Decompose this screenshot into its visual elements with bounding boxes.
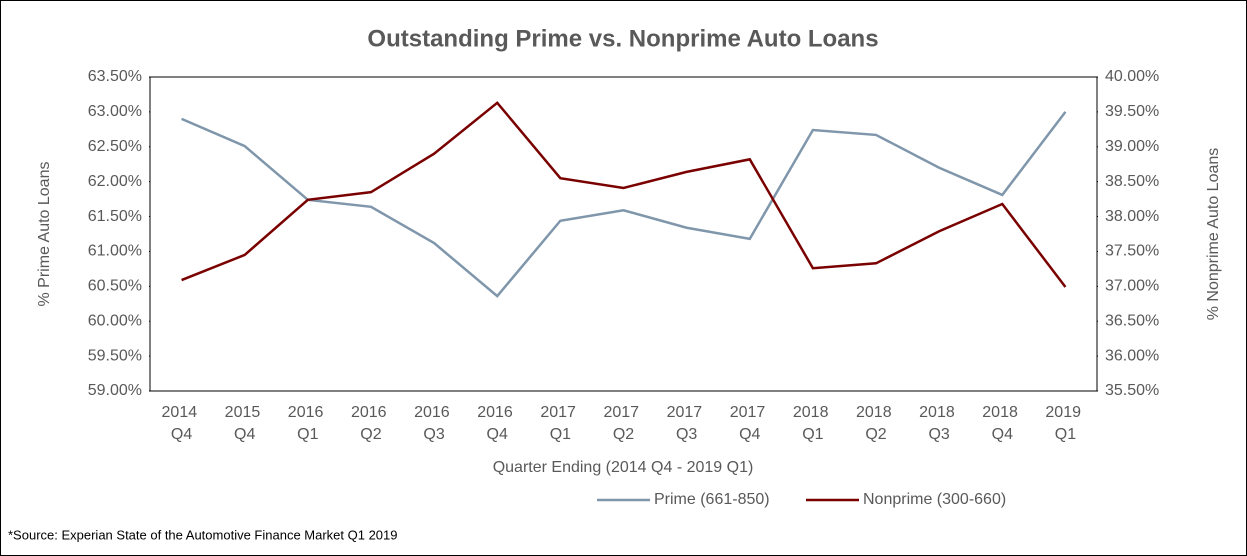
y2-tick-label: 38.50%	[1105, 173, 1159, 190]
y-tick-label: 60.00%	[88, 312, 142, 329]
y-tick-label: 62.50%	[88, 138, 142, 155]
x-tick-label: 2017 Q2	[603, 404, 643, 443]
x-tick-label: 2014 Q4	[162, 404, 202, 443]
x-tick-label: 2018 Q2	[856, 404, 896, 443]
y-tick-label: 59.00%	[88, 382, 142, 399]
x-tick-label: 2016 Q1	[288, 404, 328, 443]
series-line	[181, 111, 1067, 298]
y-tick-label: 61.50%	[88, 208, 142, 225]
x-tick-label: 2017 Q4	[730, 404, 770, 443]
y2-tick-label: 36.50%	[1105, 312, 1159, 329]
y-tick-label: 61.00%	[88, 243, 142, 260]
legend-label: Nonprime (300-660)	[863, 491, 1006, 508]
y-tick-label: 63.50%	[88, 68, 142, 85]
y-tick-label: 62.00%	[88, 173, 142, 190]
y2-tick-label: 39.00%	[1105, 138, 1159, 155]
y2-tick-label: 39.50%	[1105, 103, 1159, 120]
x-tick-label: 2015 Q4	[225, 404, 265, 443]
y2-tick-label: 35.50%	[1105, 382, 1159, 399]
y2-axis-label: % Nonprime Auto Loans	[1205, 148, 1222, 321]
x-tick-label: 2017 Q3	[667, 404, 707, 443]
y-tick-label: 60.50%	[88, 278, 142, 295]
x-tick-label: 2018 Q3	[919, 404, 959, 443]
y2-tick-label: 37.50%	[1105, 243, 1159, 260]
x-tick-label: 2016 Q3	[414, 404, 454, 443]
y-axis-label: % Prime Auto Loans	[36, 162, 53, 307]
x-axis-label: Quarter Ending (2014 Q4 - 2019 Q1)	[493, 459, 754, 476]
plot-area	[149, 76, 1098, 392]
x-tick-label: 2017 Q1	[540, 404, 580, 443]
x-tick-label: 2018 Q4	[982, 404, 1022, 443]
y2-tick-label: 36.00%	[1105, 347, 1159, 364]
x-tick-label: 2016 Q2	[351, 404, 391, 443]
source-note: *Source: Experian State of the Automotiv…	[8, 527, 398, 542]
y-tick-label: 59.50%	[88, 347, 142, 364]
x-tick-label: 2018 Q1	[793, 404, 833, 443]
y2-tick-label: 38.00%	[1105, 208, 1159, 225]
x-tick-label: 2019 Q1	[1045, 404, 1085, 443]
y-tick-label: 63.00%	[88, 103, 142, 120]
y2-tick-label: 40.00%	[1105, 68, 1159, 85]
series-line	[181, 101, 1067, 288]
chart-title: Outstanding Prime vs. Nonprime Auto Loan…	[367, 25, 878, 52]
y2-tick-label: 37.00%	[1105, 278, 1159, 295]
x-tick-label: 2016 Q4	[477, 404, 517, 443]
legend-label: Prime (661-850)	[654, 491, 770, 508]
